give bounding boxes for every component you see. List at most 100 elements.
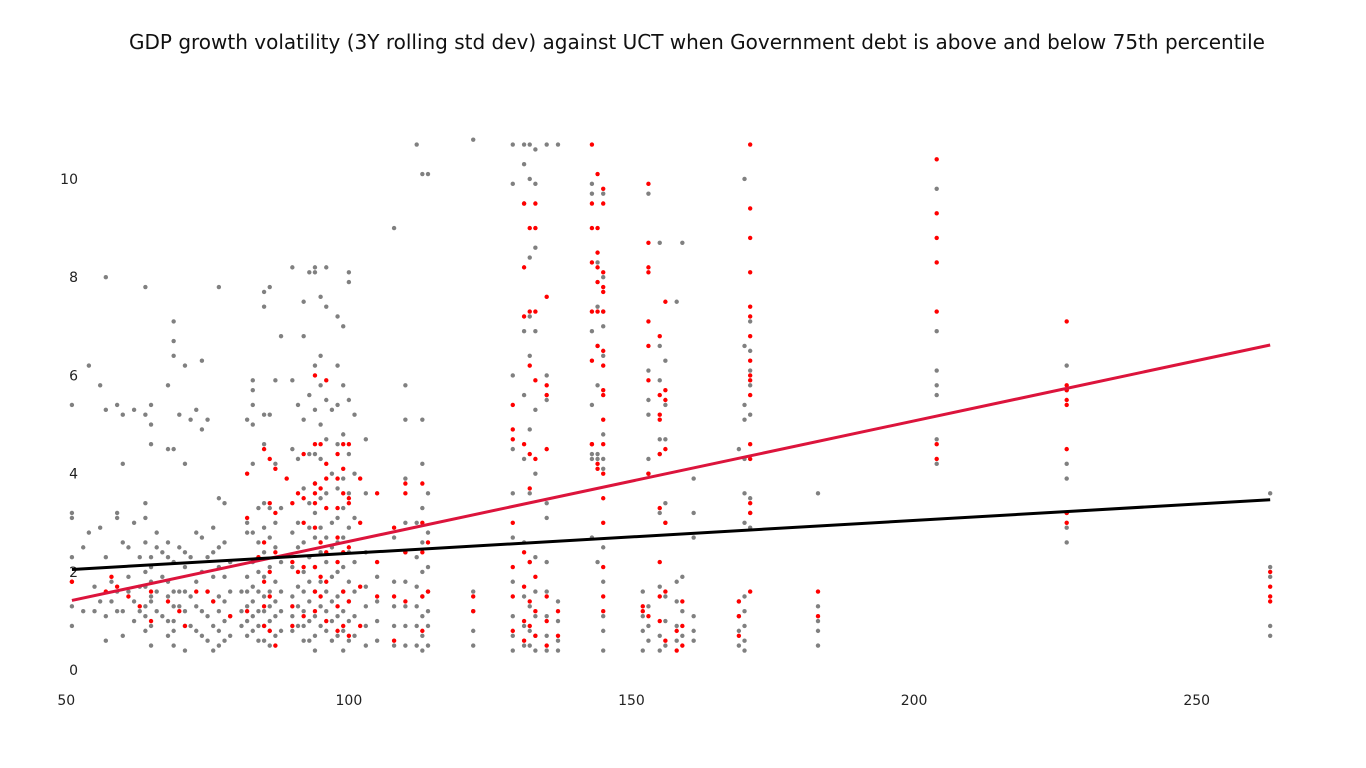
data-point	[674, 648, 679, 653]
data-point	[544, 594, 549, 599]
data-point	[250, 530, 255, 535]
data-point	[527, 599, 532, 604]
data-point	[69, 579, 75, 584]
data-point	[182, 564, 188, 570]
data-point	[273, 510, 278, 516]
data-point	[747, 368, 753, 373]
data-point	[510, 648, 515, 653]
data-point	[165, 383, 171, 388]
data-point	[148, 554, 154, 560]
data-point	[177, 412, 182, 417]
data-point	[691, 628, 696, 634]
data-point	[414, 604, 419, 609]
data-point	[544, 559, 549, 565]
data-point	[250, 461, 255, 467]
data-point	[114, 402, 120, 408]
data-point	[1064, 319, 1069, 324]
data-point	[742, 609, 747, 614]
data-point	[143, 604, 148, 609]
data-point	[747, 589, 753, 594]
data-point	[143, 284, 148, 290]
data-point	[295, 545, 301, 550]
data-point	[301, 486, 306, 491]
y-tick-label: 6	[69, 368, 78, 384]
data-point	[1267, 569, 1273, 575]
data-point	[747, 496, 753, 501]
data-point	[335, 515, 340, 521]
data-point	[171, 353, 176, 358]
data-point	[267, 643, 272, 648]
data-point	[601, 186, 606, 191]
data-point	[301, 623, 306, 629]
data-point	[815, 628, 821, 634]
data-point	[211, 599, 216, 604]
data-point	[301, 540, 306, 545]
data-point	[934, 235, 939, 241]
data-point	[216, 594, 222, 599]
x-axis-ticks: 50 100 150 200 250	[57, 693, 1210, 709]
data-point	[601, 201, 606, 206]
data-point	[657, 437, 662, 442]
data-point	[267, 604, 272, 609]
data-point	[646, 604, 651, 609]
data-point	[663, 643, 668, 648]
data-point	[103, 613, 109, 619]
data-point	[267, 500, 272, 506]
data-point	[595, 260, 600, 265]
data-point	[403, 476, 408, 481]
data-point	[295, 584, 301, 589]
data-point	[425, 171, 431, 177]
data-point	[420, 628, 425, 634]
data-point	[318, 604, 323, 609]
data-point	[307, 618, 312, 624]
data-point	[601, 613, 606, 619]
data-point	[510, 520, 515, 526]
data-point	[143, 613, 148, 619]
data-point	[527, 176, 532, 182]
data-point	[510, 402, 515, 408]
data-point	[346, 525, 352, 530]
data-point	[663, 397, 668, 403]
data-point	[69, 623, 75, 629]
data-point	[403, 643, 408, 648]
data-point	[510, 613, 515, 619]
data-point	[244, 515, 250, 521]
data-point	[747, 319, 753, 324]
data-point	[533, 201, 538, 206]
data-point	[188, 417, 193, 422]
data-point	[261, 289, 267, 295]
data-point	[205, 417, 210, 422]
data-point	[318, 525, 323, 530]
data-point	[114, 584, 120, 589]
data-point	[312, 648, 318, 653]
data-point	[544, 294, 549, 300]
data-point	[742, 648, 747, 653]
data-point	[177, 609, 182, 614]
data-point	[273, 550, 278, 555]
data-point	[527, 363, 532, 368]
data-point	[256, 623, 261, 629]
data-point	[114, 515, 120, 521]
y-tick-label: 2	[69, 565, 78, 581]
data-point	[674, 623, 679, 629]
data-point	[301, 569, 306, 575]
data-point	[471, 589, 476, 594]
data-point	[103, 638, 109, 643]
data-point	[414, 520, 419, 526]
data-point	[244, 633, 250, 638]
data-point	[680, 643, 685, 648]
data-point	[352, 589, 357, 594]
data-point	[341, 609, 346, 614]
data-point	[747, 314, 753, 319]
data-point	[329, 520, 335, 526]
data-point	[510, 446, 515, 452]
data-point	[335, 613, 340, 619]
data-point	[589, 260, 595, 265]
x-tick-label: 100	[336, 693, 363, 709]
data-point	[227, 633, 233, 638]
data-point	[747, 383, 753, 388]
data-point	[324, 579, 329, 584]
data-point	[601, 348, 606, 354]
data-point	[244, 589, 250, 594]
data-point	[934, 383, 939, 388]
